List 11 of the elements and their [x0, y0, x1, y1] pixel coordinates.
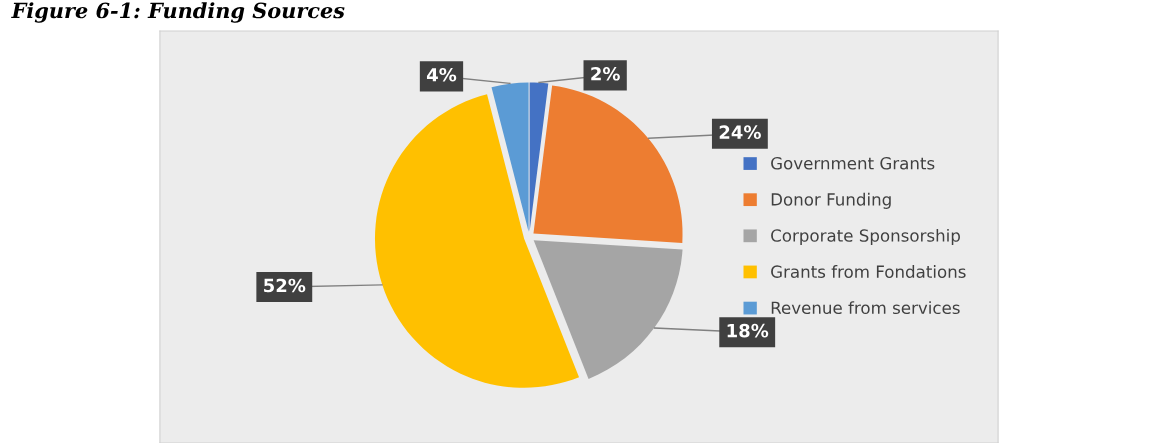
- data-label: 2%: [591, 66, 620, 81]
- legend-label: Corporate Sponsorship: [771, 228, 960, 246]
- data-label: 24%: [719, 125, 761, 140]
- data-label: 18%: [727, 323, 769, 338]
- data-label: 52%: [264, 278, 306, 293]
- legend-label: Revenue from services: [771, 301, 960, 315]
- legend-label: Government Grants: [771, 156, 935, 170]
- legend-label: Grants from Fondations: [771, 265, 966, 278]
- chart-title: Figure 6-1: Funding Sources: [11, 2, 345, 23]
- data-label: 4%: [426, 67, 457, 82]
- legend-label: Donor Funding: [771, 192, 891, 209]
